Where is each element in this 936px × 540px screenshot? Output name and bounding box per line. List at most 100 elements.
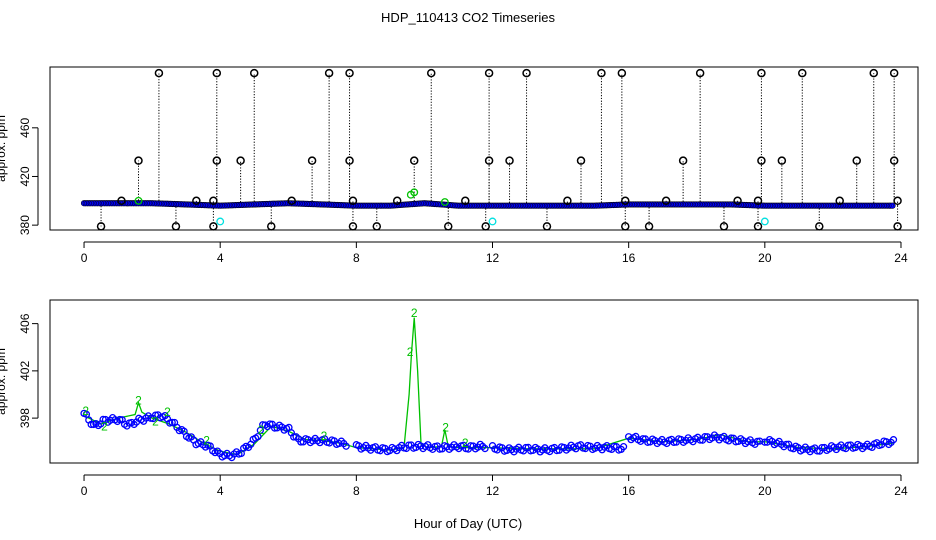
- bottom-green-label: 2: [462, 436, 469, 450]
- bottom-green-label: 2: [258, 423, 265, 437]
- top-x-tick-label: 24: [894, 251, 908, 265]
- bottom-blue-point: [481, 444, 489, 453]
- top-y-tick-label: 460: [18, 117, 32, 137]
- top-green-point: [440, 198, 449, 206]
- bottom-green-label: 2: [101, 419, 108, 433]
- top-near-point: [209, 196, 218, 206]
- top-x-tick-label: 20: [758, 251, 772, 265]
- top-high-point: [154, 68, 164, 78]
- top-high-point: [324, 68, 334, 78]
- bottom-y-tick-label: 398: [18, 408, 32, 428]
- top-baseline-point: [889, 203, 896, 209]
- top-green-point: [134, 196, 143, 205]
- bottom-blue-point: [696, 436, 704, 444]
- bottom-blue-point: [782, 440, 790, 449]
- top-near-point: [117, 196, 126, 206]
- bottom-plot-frame: [49, 299, 919, 464]
- top-high-point: [617, 68, 627, 78]
- bottom-blue-point: [639, 435, 647, 443]
- top-low-point: [815, 222, 824, 231]
- top-y-tick-label: 420: [18, 166, 32, 186]
- top-near-point: [348, 196, 358, 206]
- top-high-point: [695, 68, 705, 78]
- bottom-x-tick-label: 0: [81, 484, 88, 498]
- bottom-x-tick-label: 20: [758, 484, 772, 498]
- top-high-point: [426, 68, 436, 78]
- x-axis-title: Hour of Day (UTC): [414, 516, 522, 531]
- top-near-point: [621, 196, 630, 206]
- top-high-point: [345, 68, 354, 78]
- bottom-y-tick-label: 406: [18, 313, 32, 333]
- top-mid-point: [678, 156, 688, 165]
- top-low-point: [542, 222, 552, 231]
- bottom-blue-point: [522, 443, 530, 452]
- top-green-point: [410, 188, 419, 197]
- top-low-point: [267, 222, 276, 231]
- bottom-blue-point: [342, 442, 350, 450]
- top-low-point: [209, 222, 218, 231]
- top-cyan-point: [216, 217, 225, 226]
- top-near-point: [835, 196, 844, 206]
- top-near-point: [287, 196, 296, 206]
- bottom-green-label: 2: [135, 393, 142, 407]
- top-mid-point: [307, 156, 317, 165]
- top-low-point: [96, 222, 106, 231]
- bottom-green-label: 2: [82, 404, 89, 418]
- bottom-blue-point: [670, 438, 678, 447]
- bottom-green-label: 2: [152, 415, 159, 429]
- bottom-green-label: 2: [411, 306, 418, 320]
- top-y-tick-label: 380: [18, 215, 32, 235]
- top-low-point: [893, 222, 902, 231]
- top-high-point: [757, 68, 766, 78]
- bottom-x-tick-label: 4: [217, 484, 224, 498]
- top-low-point: [481, 222, 490, 231]
- top-x-tick-label: 0: [81, 251, 88, 265]
- top-mid-point: [134, 156, 143, 165]
- top-near-point: [661, 196, 671, 206]
- top-high-point: [212, 68, 222, 78]
- top-cyan-point: [760, 217, 769, 226]
- bottom-green-label: 2: [321, 429, 328, 443]
- top-near-point: [733, 196, 742, 206]
- bottom-x-tick-label: 16: [622, 484, 636, 498]
- figure-title: HDP_110413 CO2 Timeseries: [381, 10, 555, 25]
- top-mid-point: [505, 156, 514, 165]
- top-x-tick-label: 4: [217, 251, 224, 265]
- bottom-x-tick-label: 24: [894, 484, 908, 498]
- top-low-point: [372, 222, 382, 231]
- bottom-blue-point: [756, 437, 764, 445]
- top-high-point: [597, 68, 606, 78]
- top-mid-point: [409, 156, 419, 165]
- bottom-green-label: 2: [407, 345, 414, 359]
- top-y-axis-title: approx. ppm: [0, 115, 8, 182]
- bottom-green-label: 2: [164, 405, 171, 419]
- bottom-x-tick-label: 12: [486, 484, 500, 498]
- top-x-tick-label: 16: [622, 251, 636, 265]
- top-panel: 0 4 8 12 16 20 24 380 420 460 approx. ppm: [0, 66, 919, 265]
- bottom-blue-point: [619, 443, 628, 451]
- top-near-point: [392, 196, 402, 206]
- top-near-point: [753, 196, 763, 206]
- top-high-point: [484, 68, 494, 78]
- top-low-point: [348, 222, 358, 231]
- bottom-green-label: 2: [203, 434, 210, 448]
- top-mid-point: [236, 156, 245, 165]
- bottom-green-label: 2: [442, 421, 449, 435]
- top-mid-point: [484, 156, 494, 165]
- bottom-blue-point: [297, 438, 305, 446]
- top-x-tick-label: 12: [486, 251, 500, 265]
- bottom-y-axis-title: approx. ppm: [0, 348, 8, 415]
- top-mid-point: [345, 156, 354, 165]
- top-mid-point: [889, 156, 899, 165]
- top-mid-point: [777, 156, 787, 165]
- bottom-blue-point: [254, 432, 262, 441]
- top-high-point: [249, 68, 259, 78]
- top-low-point: [171, 222, 181, 231]
- top-high-point: [889, 68, 899, 78]
- top-low-point: [621, 222, 630, 231]
- top-low-point: [644, 222, 654, 231]
- top-high-point: [798, 68, 807, 78]
- top-mid-point: [212, 156, 222, 165]
